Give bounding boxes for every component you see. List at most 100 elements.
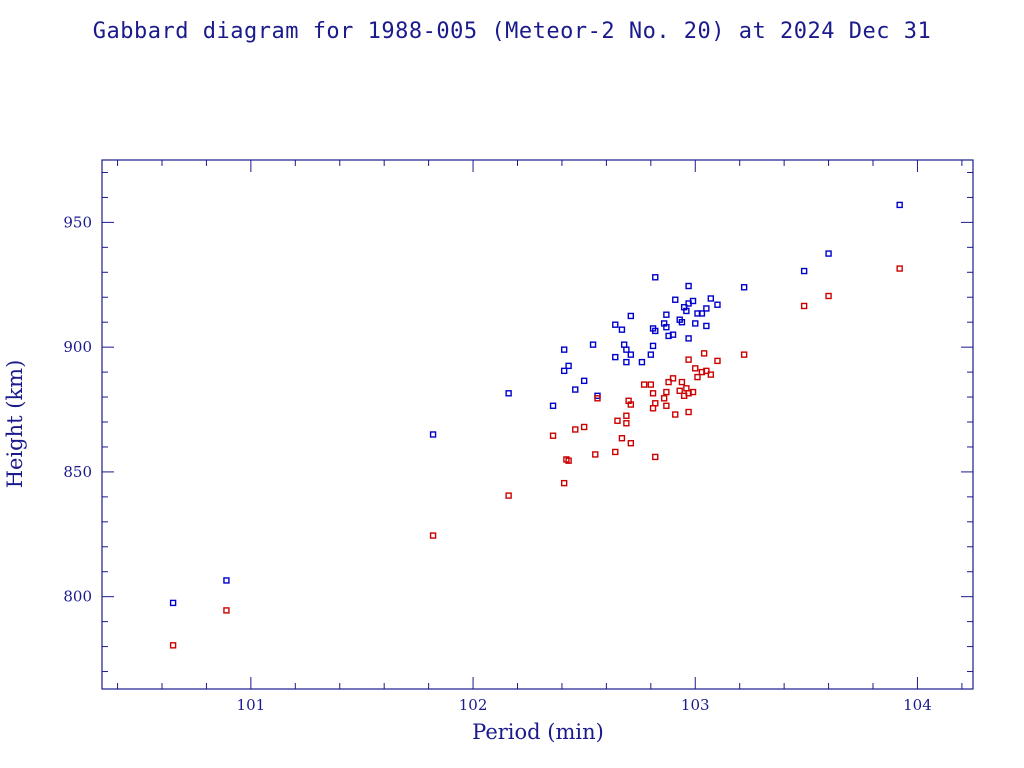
apogee-series [169, 201, 903, 607]
perigee-point [714, 357, 721, 365]
perigee-point [663, 388, 670, 396]
perigee-point [660, 395, 668, 402]
apogee-point [678, 318, 686, 326]
apogee-point [560, 367, 568, 375]
perigee-point [689, 388, 697, 396]
apogee-point [620, 341, 628, 348]
perigee-point [683, 385, 690, 392]
perigee-point [572, 426, 579, 433]
perigee-point [592, 451, 599, 458]
apogee-point [572, 386, 579, 393]
apogee-point [560, 346, 568, 353]
apogee-point [740, 284, 748, 291]
perigee-point [652, 453, 659, 461]
perigee-point [676, 387, 683, 395]
perigee-point [627, 440, 635, 447]
x-tick-label: 104 [903, 696, 932, 714]
apogee-point [429, 431, 437, 438]
apogee-point [698, 310, 706, 317]
perigee-point [678, 378, 686, 386]
y-tick-label: 850 [63, 463, 92, 481]
perigee-point [614, 417, 621, 424]
perigee-point [707, 371, 715, 378]
apogee-point [649, 342, 657, 350]
perigee-point [623, 420, 630, 427]
chart-title: Gabbard diagram for 1988-005 (Meteor-2 N… [93, 19, 931, 44]
apogee-point [549, 402, 557, 409]
apogee-point [505, 390, 512, 397]
perigee-point [429, 532, 437, 539]
perigee-point [692, 365, 699, 372]
apogee-point [663, 311, 670, 318]
apogee-point [580, 377, 588, 385]
perigee-point [740, 351, 748, 358]
perigee-point [694, 373, 701, 381]
perigee-point [560, 479, 568, 487]
apogee-point [223, 577, 230, 584]
apogee-point [647, 351, 655, 358]
perigee-point [647, 381, 655, 388]
apogee-point [663, 323, 670, 331]
apogee-point [169, 599, 177, 607]
apogee-point [652, 274, 659, 281]
apogee-point [638, 358, 646, 366]
x-tick-labels: 101 102 103 104 [237, 696, 932, 714]
perigee-series [169, 265, 903, 649]
x-tick-label: 103 [681, 696, 710, 714]
perigee-point [618, 435, 626, 442]
perigee-point [825, 292, 832, 300]
apogee-point [683, 307, 690, 315]
perigee-point [549, 432, 557, 439]
x-ticks [117, 160, 963, 689]
apogee-point [714, 301, 721, 308]
apogee-point [627, 351, 635, 358]
perigee-point [623, 412, 630, 419]
perigee-point [649, 390, 657, 397]
apogee-point [896, 201, 903, 209]
perigee-point [627, 401, 635, 408]
perigee-point [896, 265, 903, 272]
apogee-point [612, 321, 619, 328]
y-axis-label: Height (km) [3, 360, 27, 489]
perigee-point [669, 375, 677, 382]
apogee-point [703, 322, 710, 330]
apogee-point [703, 305, 710, 312]
apogee-point [623, 346, 630, 353]
perigee-point [800, 302, 808, 310]
perigee-point [612, 448, 619, 456]
perigee-point [672, 411, 679, 418]
apogee-point [825, 250, 832, 257]
perigee-point [223, 607, 230, 614]
perigee-point [505, 492, 512, 499]
x-tick-label: 101 [237, 696, 266, 714]
perigee-point [663, 402, 670, 409]
x-axis-label: Period (min) [472, 720, 604, 744]
perigee-point [649, 405, 657, 412]
apogee-point [612, 353, 619, 361]
apogee-point [689, 297, 697, 305]
apogee-point [589, 341, 597, 348]
perigee-point [665, 378, 672, 386]
apogee-point [618, 326, 626, 333]
y-ticks [102, 171, 973, 673]
perigee-point [685, 408, 692, 416]
perigee-point [703, 367, 710, 375]
apogee-point [627, 312, 635, 320]
plot-frame [101, 159, 974, 690]
apogee-point [685, 282, 692, 290]
perigee-point [594, 395, 601, 402]
apogee-point [669, 331, 677, 338]
apogee-point [685, 335, 692, 342]
apogee-point [692, 320, 699, 327]
apogee-point [565, 362, 572, 370]
x-tick-label: 102 [459, 696, 488, 714]
perigee-point [700, 350, 708, 357]
apogee-point [652, 327, 659, 335]
apogee-point [800, 267, 808, 275]
perigee-point [565, 457, 572, 464]
y-tick-label: 950 [63, 213, 92, 231]
y-tick-label: 900 [63, 338, 92, 356]
y-tick-labels: 800 850 900 950 [63, 213, 92, 605]
perigee-point [652, 400, 659, 407]
apogee-point [623, 358, 630, 366]
